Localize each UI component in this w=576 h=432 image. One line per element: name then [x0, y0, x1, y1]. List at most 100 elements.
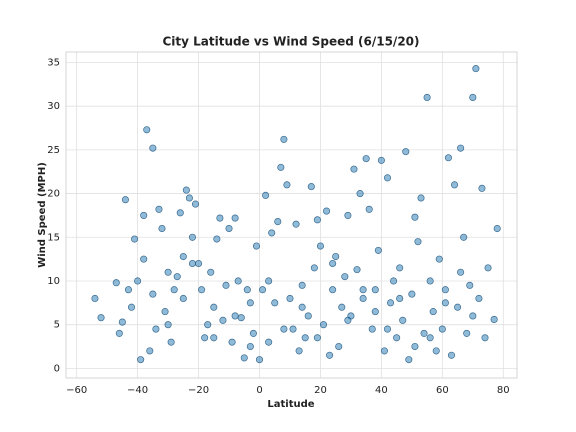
point: [204, 321, 212, 329]
point: [322, 207, 331, 215]
point: [140, 211, 148, 219]
point: [164, 268, 172, 276]
point: [280, 135, 288, 143]
point: [338, 303, 346, 311]
x-tick-label: 60: [436, 385, 449, 396]
point: [134, 277, 142, 285]
point: [402, 148, 410, 156]
point: [188, 259, 197, 268]
point: [335, 342, 343, 351]
point: [158, 224, 166, 233]
point: [447, 351, 456, 359]
point: [237, 314, 245, 322]
point: [396, 264, 404, 272]
point: [213, 235, 221, 243]
point: [170, 286, 178, 294]
point: [460, 233, 468, 241]
point: [222, 281, 230, 289]
point: [262, 191, 270, 199]
x-tick-label: −20: [188, 385, 209, 396]
point: [441, 299, 449, 307]
y-tick-label: 25: [47, 145, 60, 156]
point: [243, 286, 251, 294]
point: [249, 329, 257, 337]
point: [316, 242, 324, 250]
point: [408, 290, 416, 298]
point: [490, 315, 498, 323]
point: [399, 316, 407, 324]
point: [386, 299, 395, 307]
point: [271, 299, 279, 307]
x-tick-label: 0: [256, 385, 262, 396]
point: [396, 294, 404, 303]
point: [478, 184, 486, 192]
point: [283, 181, 291, 189]
point: [368, 325, 376, 333]
point: [371, 286, 379, 294]
point: [411, 342, 419, 351]
point: [417, 194, 425, 202]
point: [472, 65, 480, 73]
point: [469, 312, 477, 320]
point: [149, 144, 157, 152]
point: [313, 216, 321, 224]
point: [131, 235, 139, 243]
point: [198, 286, 206, 294]
x-tick-label: 80: [497, 385, 510, 396]
point: [493, 224, 501, 233]
point: [225, 224, 233, 233]
point: [457, 144, 465, 152]
point: [268, 229, 276, 237]
point: [298, 281, 306, 289]
point: [228, 338, 236, 346]
point: [140, 255, 148, 263]
point: [374, 246, 382, 254]
point: [259, 286, 267, 294]
x-tick-label: 40: [375, 385, 388, 396]
point: [426, 277, 434, 285]
point: [393, 334, 401, 342]
point: [469, 93, 477, 101]
point: [432, 347, 440, 355]
point: [188, 233, 197, 241]
point: [405, 356, 413, 364]
point: [362, 155, 370, 163]
point: [246, 342, 254, 351]
point: [359, 286, 367, 294]
y-axis-label: Wind Speed (MPH): [37, 162, 48, 268]
point: [435, 255, 443, 263]
point: [344, 211, 352, 219]
point: [176, 209, 184, 217]
point: [463, 329, 471, 337]
point: [167, 338, 175, 346]
point: [255, 356, 264, 364]
point: [149, 290, 157, 298]
point: [383, 174, 392, 182]
point: [326, 351, 334, 359]
point: [265, 277, 273, 285]
point: [182, 186, 190, 194]
point: [195, 259, 203, 268]
x-tick-label: −60: [66, 385, 87, 396]
point: [350, 165, 358, 173]
point: [164, 321, 172, 329]
point: [359, 294, 367, 303]
point: [481, 334, 489, 342]
point: [124, 286, 133, 294]
point: [231, 312, 239, 320]
point: [457, 268, 465, 276]
y-tick-label: 20: [47, 189, 60, 200]
y-tick-label: 30: [47, 101, 60, 112]
point: [173, 273, 181, 281]
point: [234, 277, 242, 285]
point: [484, 264, 492, 272]
point: [240, 354, 248, 362]
point: [429, 308, 437, 316]
point: [274, 218, 282, 226]
point: [115, 329, 123, 337]
point: [344, 316, 352, 324]
point: [411, 213, 419, 221]
point: [191, 200, 200, 208]
point: [201, 334, 209, 342]
